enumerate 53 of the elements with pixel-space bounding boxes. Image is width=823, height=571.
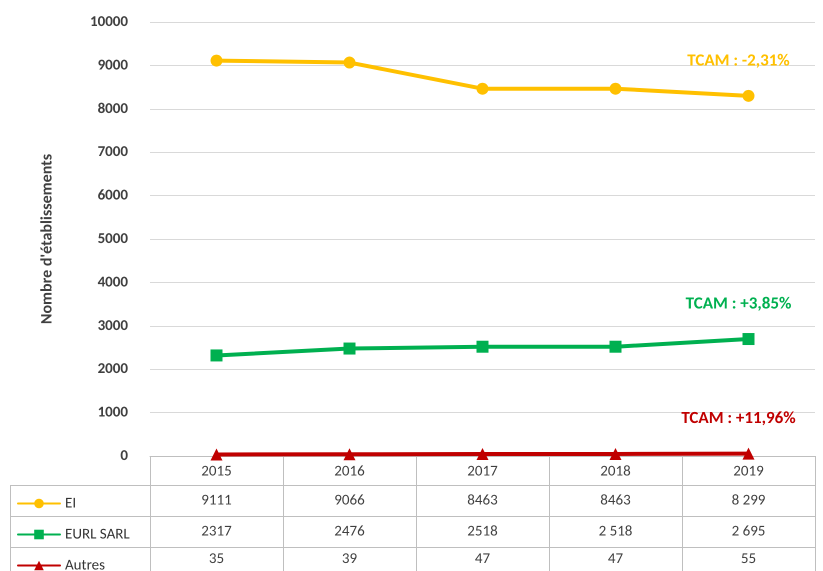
- point: [210, 448, 222, 460]
- data-label: 8 299: [732, 492, 766, 510]
- data-label: 47: [474, 550, 490, 568]
- point: [344, 342, 356, 355]
- data-label: 8463: [600, 492, 632, 510]
- y-axis-title: Nombre d'établissements: [38, 154, 56, 324]
- data-label: 2317: [201, 522, 232, 540]
- point: [610, 82, 622, 95]
- x-tick-label: 2017: [467, 462, 498, 480]
- data-label: 2 518: [598, 522, 632, 540]
- annotation: TCAM : -2,31%: [687, 49, 790, 70]
- data-label: 47: [608, 550, 624, 568]
- y-tick-label: 9000: [98, 56, 128, 74]
- point: [742, 90, 754, 102]
- point: [344, 448, 356, 460]
- point: [210, 349, 222, 362]
- point: [344, 56, 356, 69]
- x-tick-label: 2018: [600, 462, 631, 480]
- y-tick-label: 5000: [98, 230, 128, 248]
- point: [742, 333, 754, 346]
- y-tick-label: 3000: [98, 316, 128, 335]
- y-tick-label: 0: [120, 447, 128, 465]
- annotation: TCAM : +3,85%: [686, 292, 792, 314]
- point: [476, 340, 488, 353]
- legend-label: EURL SARL: [65, 526, 130, 544]
- point: [210, 54, 222, 67]
- data-label: 2 695: [732, 522, 766, 540]
- data-label: 8463: [467, 492, 498, 510]
- point: [742, 448, 754, 460]
- x-tick-label: 2015: [201, 462, 232, 480]
- x-tick-label: 2019: [733, 462, 764, 480]
- point: [476, 448, 488, 460]
- annotation: TCAM : +11,96%: [681, 407, 796, 428]
- data-label: 55: [740, 550, 756, 568]
- y-tick-label: 7000: [98, 143, 128, 162]
- data-label: 9111: [201, 492, 232, 510]
- data-label: 2476: [334, 522, 366, 540]
- data-label: 2518: [467, 522, 498, 540]
- data-label: 39: [342, 550, 358, 568]
- y-tick-label: 10000: [90, 13, 128, 31]
- point: [610, 448, 622, 460]
- data-label: 9066: [334, 492, 366, 510]
- y-tick-label: 6000: [98, 186, 128, 205]
- y-tick-label: 1000: [98, 404, 128, 422]
- y-tick-label: 2000: [98, 360, 128, 378]
- y-tick-label: 8000: [98, 100, 128, 118]
- point: [476, 82, 488, 95]
- legend-label: Autres: [65, 556, 106, 571]
- y-tick-label: 4000: [98, 273, 128, 292]
- legend-label: EI: [65, 494, 76, 512]
- data-label: 35: [208, 550, 224, 568]
- x-tick-label: 2016: [334, 462, 366, 480]
- point: [610, 340, 622, 353]
